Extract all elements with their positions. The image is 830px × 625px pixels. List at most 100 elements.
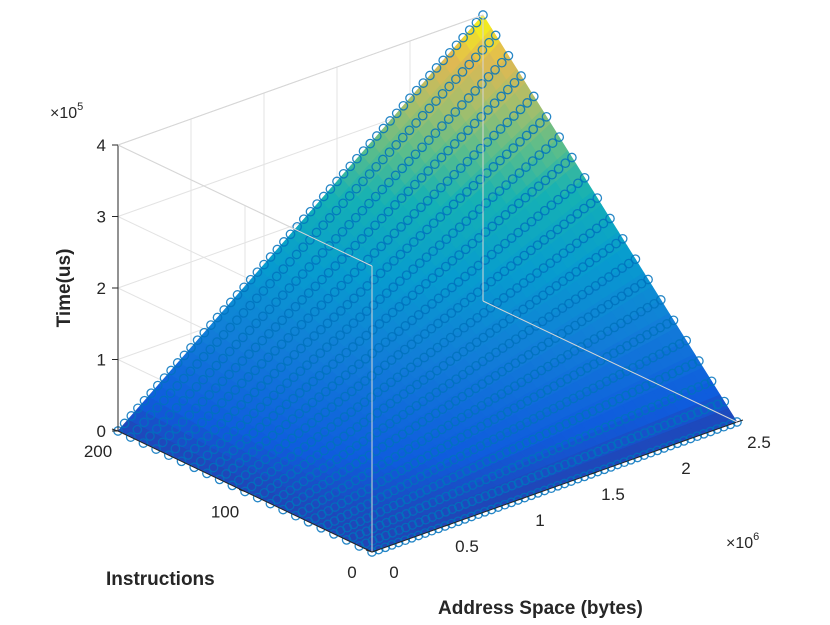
data-point xyxy=(400,522,411,533)
data-point xyxy=(330,261,341,271)
series-180 xyxy=(138,50,514,448)
series-10 xyxy=(354,396,730,551)
data-point xyxy=(406,362,416,373)
data-point xyxy=(491,347,501,358)
data-point xyxy=(244,349,254,360)
data-point xyxy=(375,268,386,279)
data-point xyxy=(655,295,666,305)
data-point xyxy=(456,132,467,142)
data-point xyxy=(282,356,293,366)
data-point xyxy=(356,234,367,244)
data-point xyxy=(238,308,249,318)
data-point xyxy=(393,326,404,337)
data-point xyxy=(385,418,395,429)
data-point xyxy=(475,143,486,154)
data-point xyxy=(293,428,304,439)
data-point xyxy=(516,71,526,81)
data-point xyxy=(235,439,245,450)
data-point xyxy=(260,471,270,482)
data-point xyxy=(471,360,481,371)
data-point xyxy=(496,91,507,102)
data-point xyxy=(172,381,183,391)
data-point xyxy=(202,450,213,461)
data-point xyxy=(480,227,491,237)
data-point xyxy=(270,322,281,332)
data-point xyxy=(430,408,441,419)
data-point xyxy=(524,299,535,310)
data-point xyxy=(712,399,723,410)
data-point xyxy=(380,542,391,553)
data-point xyxy=(681,335,692,346)
data-point xyxy=(203,411,214,421)
data-point xyxy=(485,302,496,313)
data-point xyxy=(145,431,155,441)
data-point xyxy=(458,32,468,43)
data-point xyxy=(126,411,137,421)
data-point xyxy=(371,161,382,172)
data-point xyxy=(566,183,577,194)
data-point xyxy=(165,388,176,399)
data-point xyxy=(334,353,345,364)
data-point xyxy=(189,462,200,473)
data-point xyxy=(579,172,590,183)
data-point xyxy=(732,417,742,427)
data-point xyxy=(419,329,430,339)
data-point xyxy=(198,351,209,362)
data-point xyxy=(679,436,689,446)
data-point xyxy=(329,287,340,297)
data-point xyxy=(428,218,439,229)
data-point xyxy=(398,100,409,111)
data-point xyxy=(369,248,380,258)
data-point xyxy=(540,175,551,186)
data-point xyxy=(558,276,568,287)
data-point xyxy=(473,509,484,520)
data-point xyxy=(712,424,722,434)
data-point xyxy=(384,177,394,188)
data-point xyxy=(553,164,564,174)
data-point xyxy=(320,407,331,418)
series-30 xyxy=(329,356,704,539)
data-point xyxy=(457,67,468,77)
data-point xyxy=(471,337,482,348)
data-point xyxy=(511,309,522,319)
data-point xyxy=(203,431,213,442)
data-point xyxy=(365,412,376,423)
data-point xyxy=(468,210,478,220)
data-point xyxy=(502,117,513,128)
data-point xyxy=(257,335,268,346)
data-point xyxy=(247,447,258,457)
x-tick-label: 0.5 xyxy=(455,537,479,556)
data-point xyxy=(318,463,329,473)
data-point xyxy=(191,381,202,392)
data-point xyxy=(383,206,394,217)
data-point xyxy=(552,253,562,264)
data-point xyxy=(391,414,402,425)
data-point xyxy=(613,438,623,449)
data-point xyxy=(469,118,480,129)
data-point xyxy=(405,384,416,395)
data-point xyxy=(492,271,503,282)
data-point xyxy=(506,233,517,243)
data-point xyxy=(406,532,417,543)
data-point xyxy=(170,443,181,454)
data-point xyxy=(245,300,256,311)
data-point xyxy=(451,351,462,362)
data-point xyxy=(497,343,508,353)
data-point xyxy=(152,402,163,413)
data-point xyxy=(502,84,513,95)
data-point xyxy=(238,332,248,343)
data-point xyxy=(597,248,608,258)
data-point xyxy=(559,219,569,230)
data-point xyxy=(391,108,402,119)
data-point xyxy=(338,449,349,460)
data-point xyxy=(304,488,315,498)
data-point xyxy=(406,339,417,350)
data-point xyxy=(221,451,232,461)
data-point xyxy=(692,431,703,442)
data-point xyxy=(504,338,515,349)
data-point xyxy=(509,111,519,121)
data-point xyxy=(511,334,521,345)
data-point xyxy=(498,293,509,303)
data-point xyxy=(451,74,461,85)
data-point xyxy=(508,143,519,153)
